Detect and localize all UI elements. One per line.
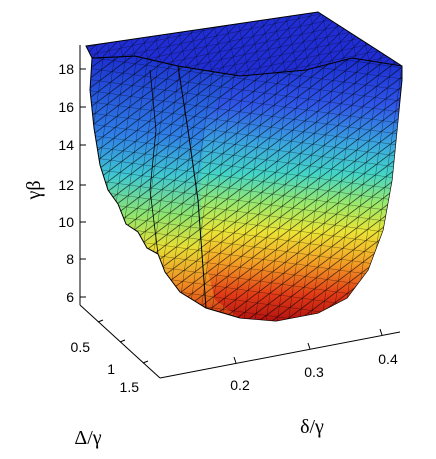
z-tick-label: 8 <box>66 251 74 267</box>
z-tick-label: 10 <box>58 214 74 230</box>
z-tick-label: 14 <box>58 137 74 153</box>
z-tick-label: 18 <box>58 61 74 77</box>
x-tick-label: 0.2 <box>230 377 250 393</box>
y-axis-ticks: 0.5 1 1.5 <box>71 319 149 395</box>
y-tick-label: 1 <box>107 361 115 377</box>
y-tick-label: 0.5 <box>71 339 91 355</box>
surface-mesh <box>85 11 403 322</box>
z-axis-ticks: 6 8 10 12 14 16 18 <box>58 61 86 305</box>
z-tick-label: 16 <box>58 99 74 115</box>
x-axis-label: δ/γ <box>300 416 324 438</box>
x-axis-ticks: 0.2 0.3 0.4 <box>230 328 398 393</box>
x-tick-label: 0.3 <box>304 364 324 380</box>
z-tick-label: 6 <box>66 289 74 305</box>
y-tick-label: 1.5 <box>120 379 140 395</box>
x-axis-line <box>159 331 401 379</box>
z-axis-label: γβ <box>23 180 45 200</box>
z-tick-label: 12 <box>58 177 74 193</box>
x-tick-label: 0.4 <box>378 351 398 367</box>
y-axis-label: Δ/γ <box>74 427 101 449</box>
